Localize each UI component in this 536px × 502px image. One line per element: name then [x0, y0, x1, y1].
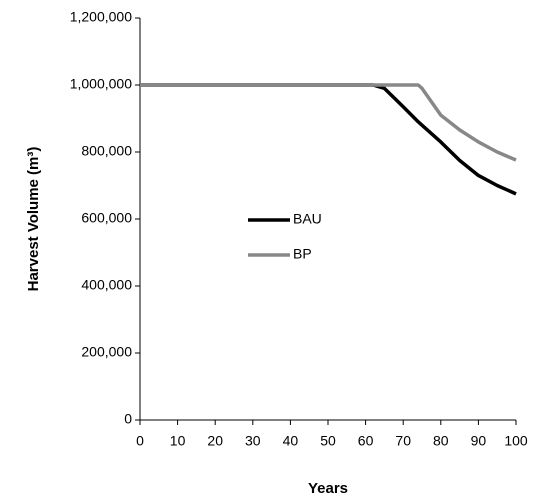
y-tick-label: 400,000 — [81, 277, 132, 293]
x-tick-label: 70 — [395, 433, 411, 449]
x-tick-label: 0 — [136, 433, 144, 449]
series-line — [140, 83, 517, 162]
y-tick-label: 800,000 — [81, 143, 132, 159]
x-tick-label: 10 — [170, 433, 186, 449]
y-axis-title: Harvest Volume (m³) — [25, 147, 42, 292]
x-tick-label: 40 — [283, 433, 299, 449]
legend-label: BAU — [293, 211, 322, 227]
y-tick-label: 200,000 — [81, 344, 132, 360]
x-axis-title: Years — [308, 480, 348, 497]
legend-label: BP — [293, 246, 312, 262]
y-tick-label: 0 — [124, 411, 132, 427]
x-tick-label: 100 — [504, 433, 528, 449]
y-tick-label: 1,200,000 — [70, 9, 132, 25]
y-tick-label: 1,000,000 — [70, 76, 132, 92]
series-line — [140, 83, 517, 196]
y-tick-label: 600,000 — [81, 210, 132, 226]
x-tick-label: 20 — [207, 433, 223, 449]
x-tick-label: 30 — [245, 433, 261, 449]
x-tick-label: 50 — [320, 433, 336, 449]
x-tick-label: 60 — [358, 433, 374, 449]
x-tick-label: 80 — [433, 433, 449, 449]
x-tick-label: 90 — [471, 433, 487, 449]
